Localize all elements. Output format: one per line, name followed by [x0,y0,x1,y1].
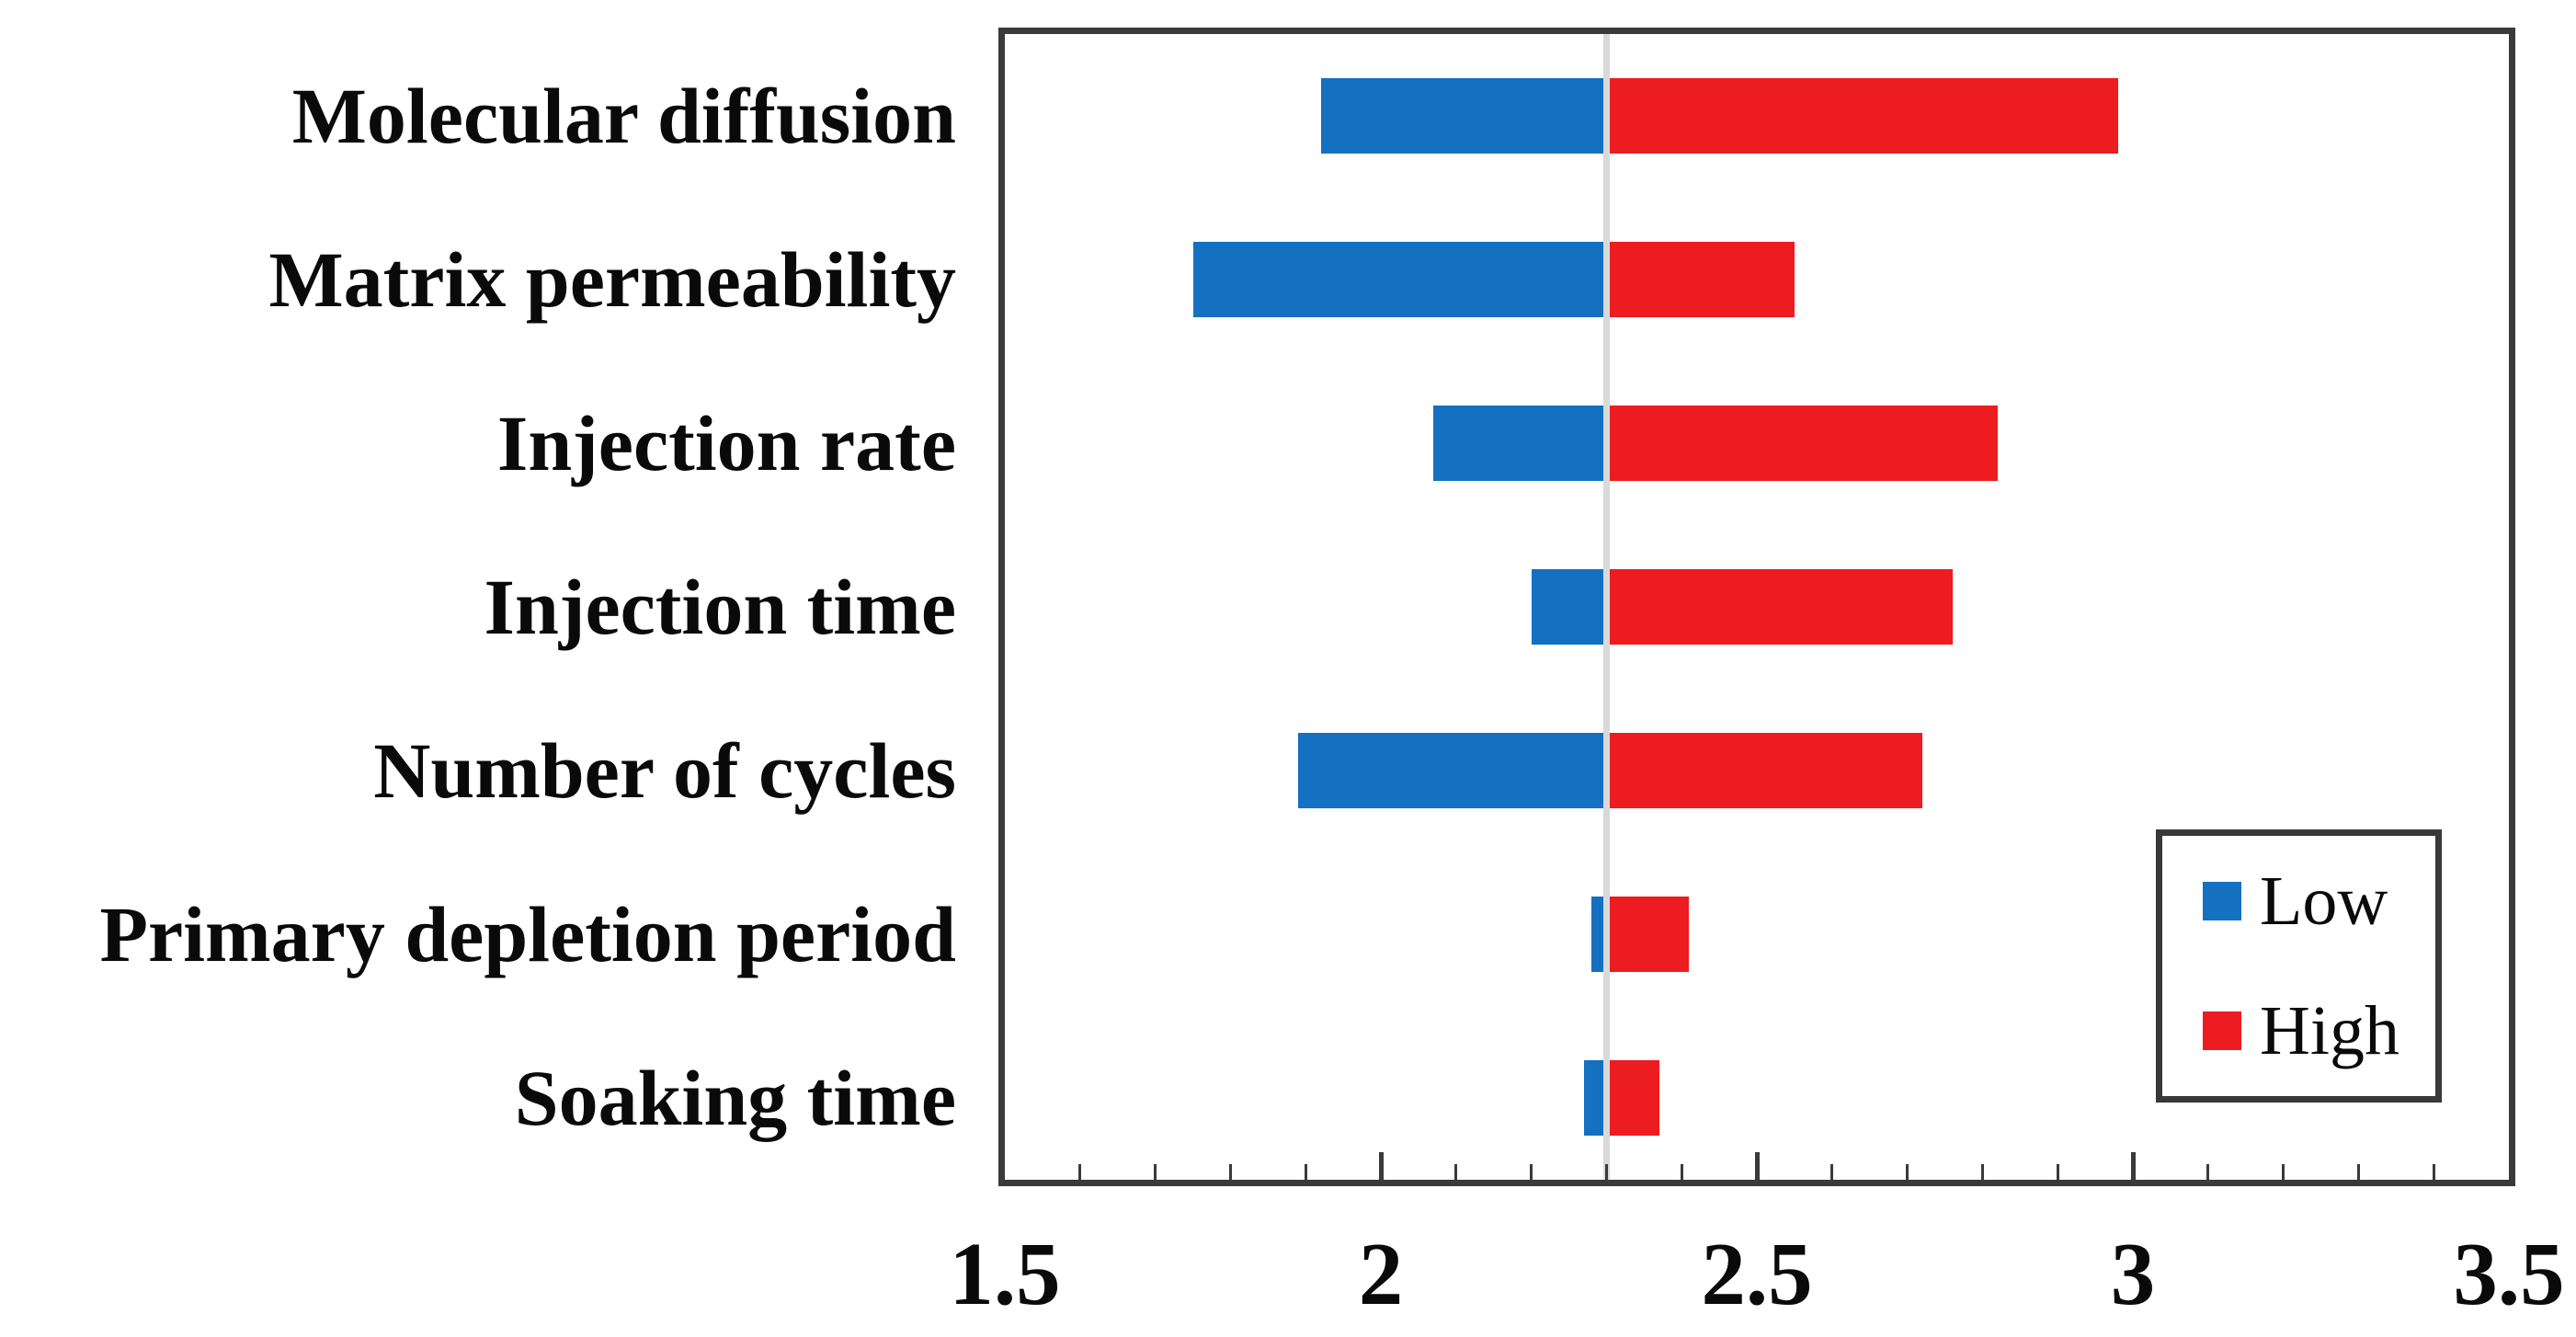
x-axis-minor-tick [1980,1164,1984,1180]
x-axis-tick-label: 1.5 [949,1225,1061,1323]
low-bar [1433,406,1603,481]
x-axis-tick-label: 3.5 [2453,1225,2565,1323]
x-axis-minor-tick [1078,1164,1082,1180]
category-label: Injection time [484,563,956,651]
legend-swatch-low-icon [2203,881,2241,920]
high-bar [1609,897,1690,972]
x-axis-minor-tick [1304,1164,1307,1180]
legend-label-low: Low [2260,862,2388,940]
x-axis-minor-tick [1830,1164,1834,1180]
x-axis-minor-tick [2056,1164,2059,1180]
legend-item-high: High [2203,996,2435,1066]
high-bar [1609,78,2118,154]
x-axis-minor-tick [1906,1164,1909,1180]
x-axis-tick-label: 2 [1358,1225,1404,1323]
baseline-gridline [1602,34,1610,1180]
category-label: Molecular diffusion [291,72,956,160]
legend-item-low: Low [2203,866,2435,936]
legend-swatch-high-icon [2203,1011,2241,1051]
x-axis-minor-tick [1604,1164,1608,1180]
low-bar [1192,242,1603,317]
x-axis-minor-tick [2356,1164,2360,1180]
category-label: Number of cycles [373,726,956,815]
high-bar [1609,242,1795,317]
x-axis-minor-tick [1154,1164,1157,1180]
high-bar [1609,1060,1659,1136]
x-axis-minor-tick [1454,1164,1458,1180]
x-axis-minor-tick [2432,1164,2435,1180]
low-bar [1583,1060,1603,1136]
high-bar [1609,733,1922,808]
low-bar [1320,78,1603,154]
low-bar [1298,733,1603,808]
legend: Low High [2156,829,2442,1103]
x-axis-minor-tick [1228,1164,1232,1180]
low-bar [1531,569,1603,645]
low-bar [1591,897,1603,972]
category-label: Injection rate [496,399,956,487]
plot-area: Low High [998,28,2515,1186]
x-axis-tick-label: 2.5 [1701,1225,1813,1323]
x-axis-tick-label: 3 [2110,1225,2156,1323]
x-axis-major-tick [1754,1152,1760,1180]
legend-label-high: High [2260,992,2399,1070]
category-label: Primary depletion period [99,890,956,978]
category-label: Soaking time [514,1054,956,1142]
high-bar [1609,569,1953,645]
x-axis-minor-tick [1530,1164,1533,1180]
x-axis-major-tick [1378,1152,1384,1180]
x-axis-major-tick [2130,1152,2136,1180]
x-axis-minor-tick [2206,1164,2210,1180]
category-label: Matrix permeability [268,235,956,324]
x-axis-minor-tick [1680,1164,1683,1180]
high-bar [1609,406,1998,481]
x-axis-minor-tick [2282,1164,2285,1180]
